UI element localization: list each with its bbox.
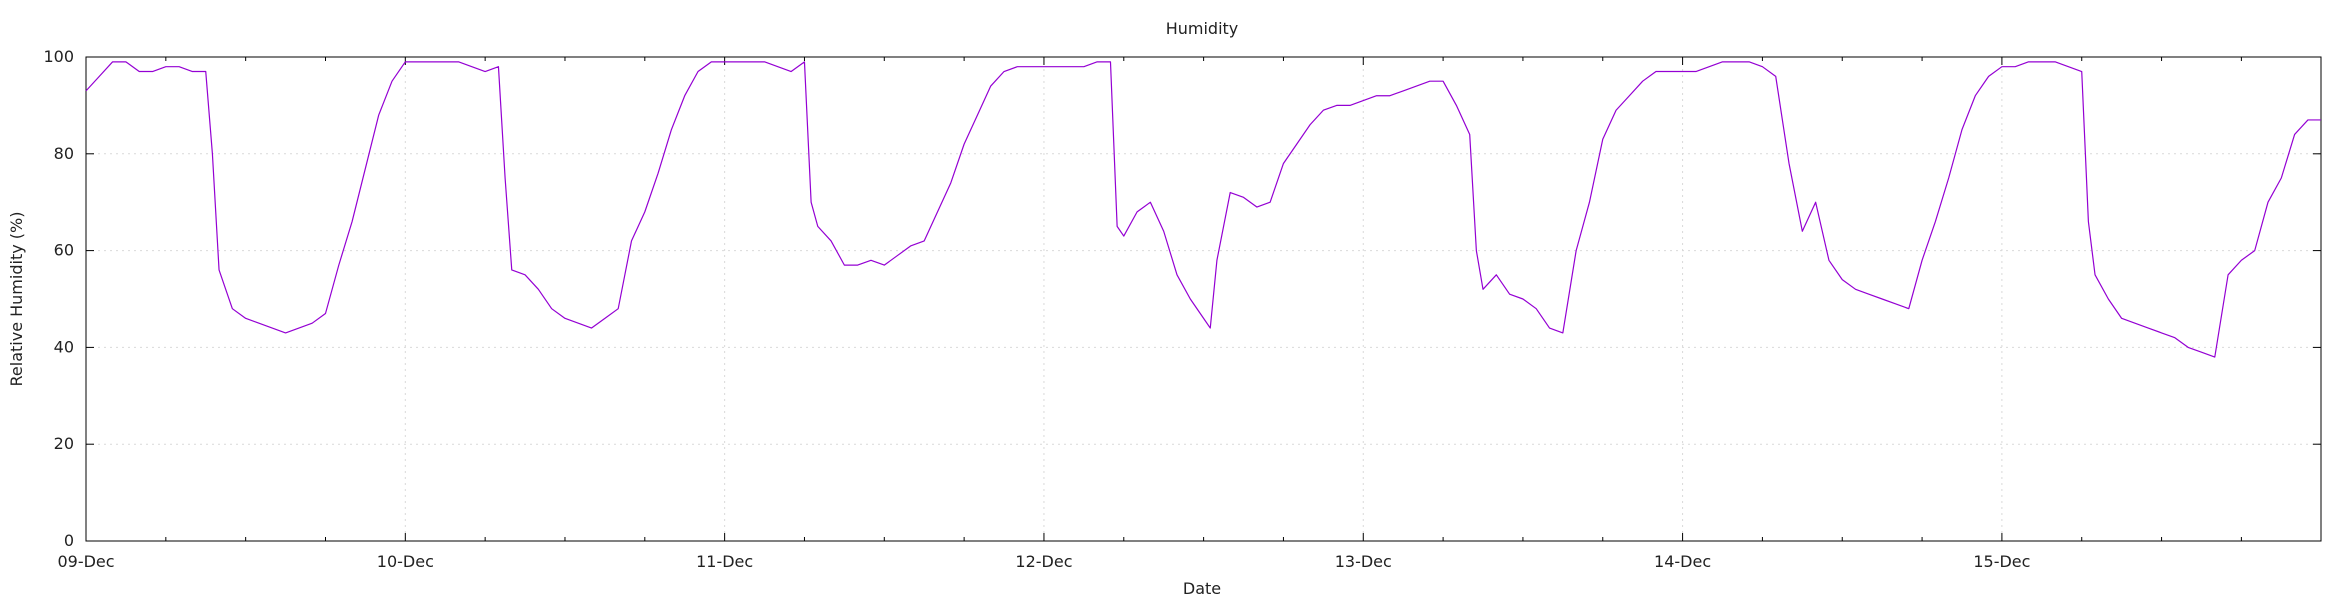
chart-title: Humidity [1166,19,1239,38]
series-line-0 [85,61,2321,358]
y-tick-label-40: 40 [54,337,74,356]
x-tick-label-11-Dec: 11-Dec [696,552,753,571]
x-axis-label: Date [1183,579,1221,598]
y-tick-label-0: 0 [64,531,74,550]
y-tick-label-60: 60 [54,241,74,260]
y-tick-label-20: 20 [54,434,74,453]
x-tick-label-10-Dec: 10-Dec [377,552,434,571]
y-tick-label-80: 80 [54,144,74,163]
x-tick-label-13-Dec: 13-Dec [1335,552,1392,571]
x-tick-label-15-Dec: 15-Dec [1973,552,2030,571]
y-axis-label: Relative Humidity (%) [7,212,26,387]
x-tick-label-14-Dec: 14-Dec [1654,552,1711,571]
x-tick-label-12-Dec: 12-Dec [1015,552,1072,571]
y-tick-label-100: 100 [43,47,74,66]
plot-frame [85,56,2322,542]
x-tick-label-09-Dec: 09-Dec [57,552,114,571]
